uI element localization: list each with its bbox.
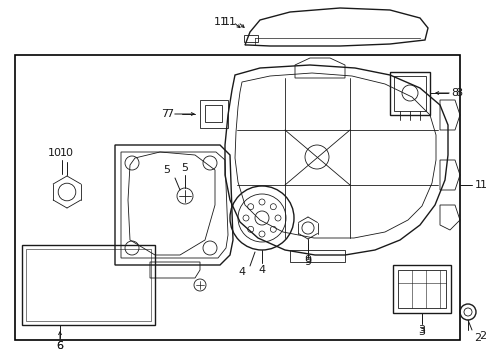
Text: 4: 4 — [239, 267, 245, 277]
Text: 10: 10 — [48, 148, 62, 158]
Bar — [398, 270, 446, 308]
Text: 11: 11 — [223, 17, 237, 27]
Text: 8: 8 — [451, 88, 459, 98]
Text: 2: 2 — [479, 331, 486, 341]
Text: 10: 10 — [60, 148, 74, 158]
Text: 5: 5 — [181, 163, 189, 173]
Text: 7: 7 — [161, 109, 168, 119]
Text: 3: 3 — [418, 325, 425, 335]
Text: 6: 6 — [56, 341, 64, 351]
Text: 8: 8 — [455, 88, 462, 98]
Text: 5: 5 — [164, 165, 171, 175]
Text: 9: 9 — [304, 255, 312, 265]
Text: 4: 4 — [258, 265, 266, 275]
Text: 1: 1 — [474, 180, 482, 190]
Bar — [15, 55, 460, 340]
Text: 6: 6 — [56, 341, 64, 351]
Text: 1: 1 — [480, 180, 487, 190]
Text: 11: 11 — [214, 17, 228, 27]
Bar — [393, 265, 451, 313]
Text: 3: 3 — [418, 327, 425, 337]
Text: 2: 2 — [474, 333, 481, 343]
Text: 9: 9 — [304, 257, 312, 267]
Text: 7: 7 — [166, 109, 173, 119]
